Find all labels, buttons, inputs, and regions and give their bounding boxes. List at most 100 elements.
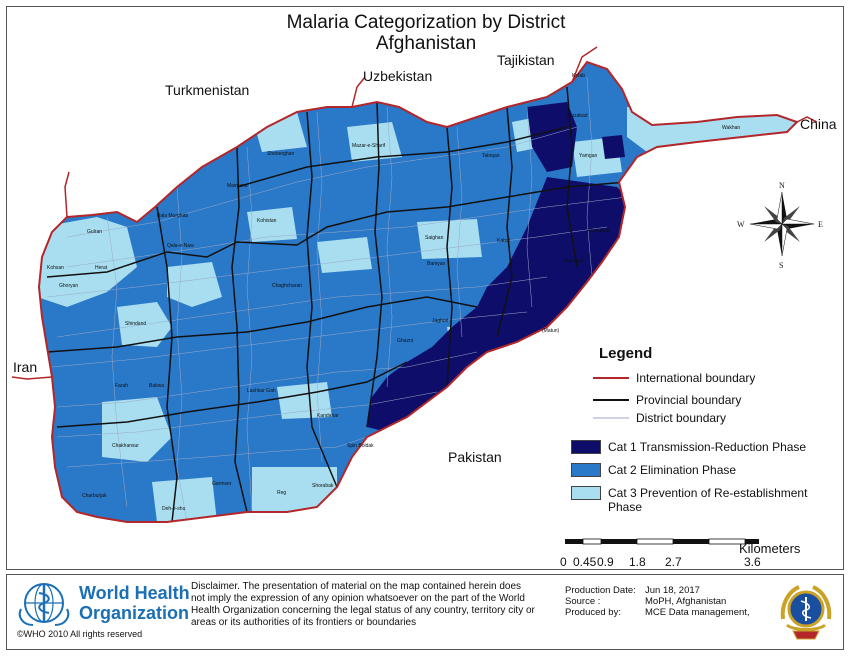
production-date: Jun 18, 2017 <box>645 585 700 596</box>
label-qala: Qala-e-Naw <box>167 243 194 249</box>
label-faizabad: Faizabad <box>567 113 588 119</box>
international-boundary <box>37 60 799 523</box>
label-charburjak: Charburjak <box>82 493 107 499</box>
scale-label-4: 2.7 <box>665 555 682 569</box>
map-frame: Malaria Categorization by District Afgha… <box>6 6 844 570</box>
disclaimer-text: Disclaimer. The presentation of material… <box>191 581 535 628</box>
afghanistan-map: Gulran Kohsan Ghoryan Herat Shindand Far… <box>11 46 823 545</box>
region-cat3-reg <box>252 467 337 512</box>
scale-unit: Kilometers <box>739 541 801 556</box>
scale-label-3: 1.8 <box>629 555 646 569</box>
label-maimana: Maimana <box>227 183 248 189</box>
legend-cat3-swatch <box>571 486 601 500</box>
legend-district-text: District boundary <box>636 411 727 425</box>
label-pakistan: Pakistan <box>448 449 502 465</box>
label-ghoryan: Ghoryan <box>59 283 78 289</box>
label-taloqan: Taloqan <box>482 153 500 159</box>
label-matun: (Matun) <box>542 328 560 334</box>
region-cat1-east <box>367 177 637 432</box>
scale-label-5: 3.6 <box>744 555 761 569</box>
label-kandahar: Kandahar <box>317 413 339 419</box>
label-gulran: Gulran <box>87 229 102 235</box>
production-date-label: Production Date: <box>565 585 636 596</box>
legend-cat3-text: Cat 3 Prevention of Re-establishment Pha… <box>608 486 808 514</box>
produced-by-label: Produced by: <box>565 607 621 618</box>
region-cat3-center1 <box>317 237 372 273</box>
scale-label-1: 0.45 <box>573 555 597 569</box>
label-shorabak: Shorabak <box>312 483 334 489</box>
source-label: Source : <box>565 596 601 607</box>
neighbor-boundaries <box>11 46 818 380</box>
district-lines <box>46 76 628 522</box>
label-kofab: Kofab <box>572 73 585 79</box>
compass-w: W <box>737 220 745 229</box>
country-base-cat2 <box>39 62 797 522</box>
legend-provincial-text: Provincial boundary <box>636 393 742 407</box>
scale-bar <box>565 538 759 545</box>
label-chaghcharan: Chaghcharan <box>272 283 302 289</box>
label-sheberghan: Sheberghan <box>267 151 294 157</box>
label-herat: Herat <box>95 265 108 271</box>
label-jalalabad: Jalalabad <box>562 258 584 264</box>
label-wakhan: Wakhan <box>722 125 740 131</box>
who-line2: Organization <box>79 603 190 623</box>
label-china: China <box>800 116 837 132</box>
region-cat1-badakhshan <box>527 102 577 172</box>
source-value: MoPH, Afghanistan <box>645 596 727 607</box>
region-cat3-west <box>39 217 137 307</box>
label-bala: Bala Murghab <box>157 213 188 219</box>
compass-rose: N S E W <box>737 181 823 270</box>
label-ghazni: Ghazni <box>397 338 413 344</box>
label-chakhansur: Chakhansur <box>112 443 139 449</box>
footer: World Health Organization ©WHO 2010 All … <box>6 574 844 650</box>
legend-title: Legend <box>599 345 653 362</box>
label-jaghori: Jaghori <box>432 318 448 324</box>
who-emblem-icon <box>18 583 70 626</box>
who-logo-text: World Health Organization <box>79 583 190 623</box>
map-title-line2: Afghanistan <box>375 33 477 54</box>
label-tajikistan: Tajikistan <box>497 52 555 68</box>
label-mazar: Mazar-e-Sharif <box>352 143 386 149</box>
legend-cat1-text: Cat 1 Transmission-Reduction Phase <box>608 440 807 454</box>
label-bamyan: Bamyan <box>427 261 446 267</box>
compass-s: S <box>779 261 783 270</box>
label-asadabad: Asadabad <box>587 228 610 234</box>
provincial-lines <box>46 86 628 522</box>
region-cat3-center2 <box>417 219 482 259</box>
label-sayghan: Saighan <box>425 235 444 241</box>
label-shindand: Shindand <box>125 321 146 327</box>
label-farah: Farah <box>115 383 128 389</box>
label-reg: Reg <box>277 490 286 496</box>
label-kabul: Kabul <box>497 238 510 244</box>
label-garmser: Garmser <box>212 481 232 487</box>
scale-label-0: 0 <box>560 555 567 569</box>
label-kohistan: Kohistan <box>257 218 277 224</box>
produced-by-value: MCE Data management, <box>645 607 750 618</box>
who-line1: World Health <box>79 583 190 603</box>
label-turkmenistan: Turkmenistan <box>165 82 250 98</box>
map-title-line1: Malaria Categorization by District <box>286 12 566 33</box>
legend-cat1-swatch <box>571 440 601 454</box>
who-copyright: ©WHO 2010 All rights reserved <box>17 629 143 639</box>
compass-n: N <box>779 181 785 190</box>
label-spin: Spin Boldak <box>347 443 374 449</box>
region-cat3-north2 <box>347 122 402 162</box>
label-uzbekistan: Uzbekistan <box>363 68 433 84</box>
legend-cat2-swatch <box>571 463 601 477</box>
region-cat3-dehshu <box>152 477 217 522</box>
scale-label-2: 0.9 <box>597 555 614 569</box>
compass-e: E <box>818 220 823 229</box>
region-cat3-wakhan <box>627 107 797 152</box>
region-cat3-kohistan <box>247 207 297 242</box>
legend-cat2-text: Cat 2 Elimination Phase <box>608 463 737 477</box>
label-kohsan: Kohsan <box>47 265 64 271</box>
label-dehshu: Deh-e-shu <box>162 506 186 512</box>
moph-emblem-icon <box>780 585 832 640</box>
district-labels: Gulran Kohsan Ghoryan Herat Shindand Far… <box>47 73 740 512</box>
label-lashkar: Lashkar Gah <box>247 388 276 394</box>
label-yamgan: Yamgan <box>579 153 597 159</box>
label-iran: Iran <box>13 359 38 375</box>
legend-international-text: International boundary <box>636 371 756 385</box>
region-cat1-kunar <box>602 135 625 159</box>
label-bakwa: Bakwa <box>149 383 164 389</box>
